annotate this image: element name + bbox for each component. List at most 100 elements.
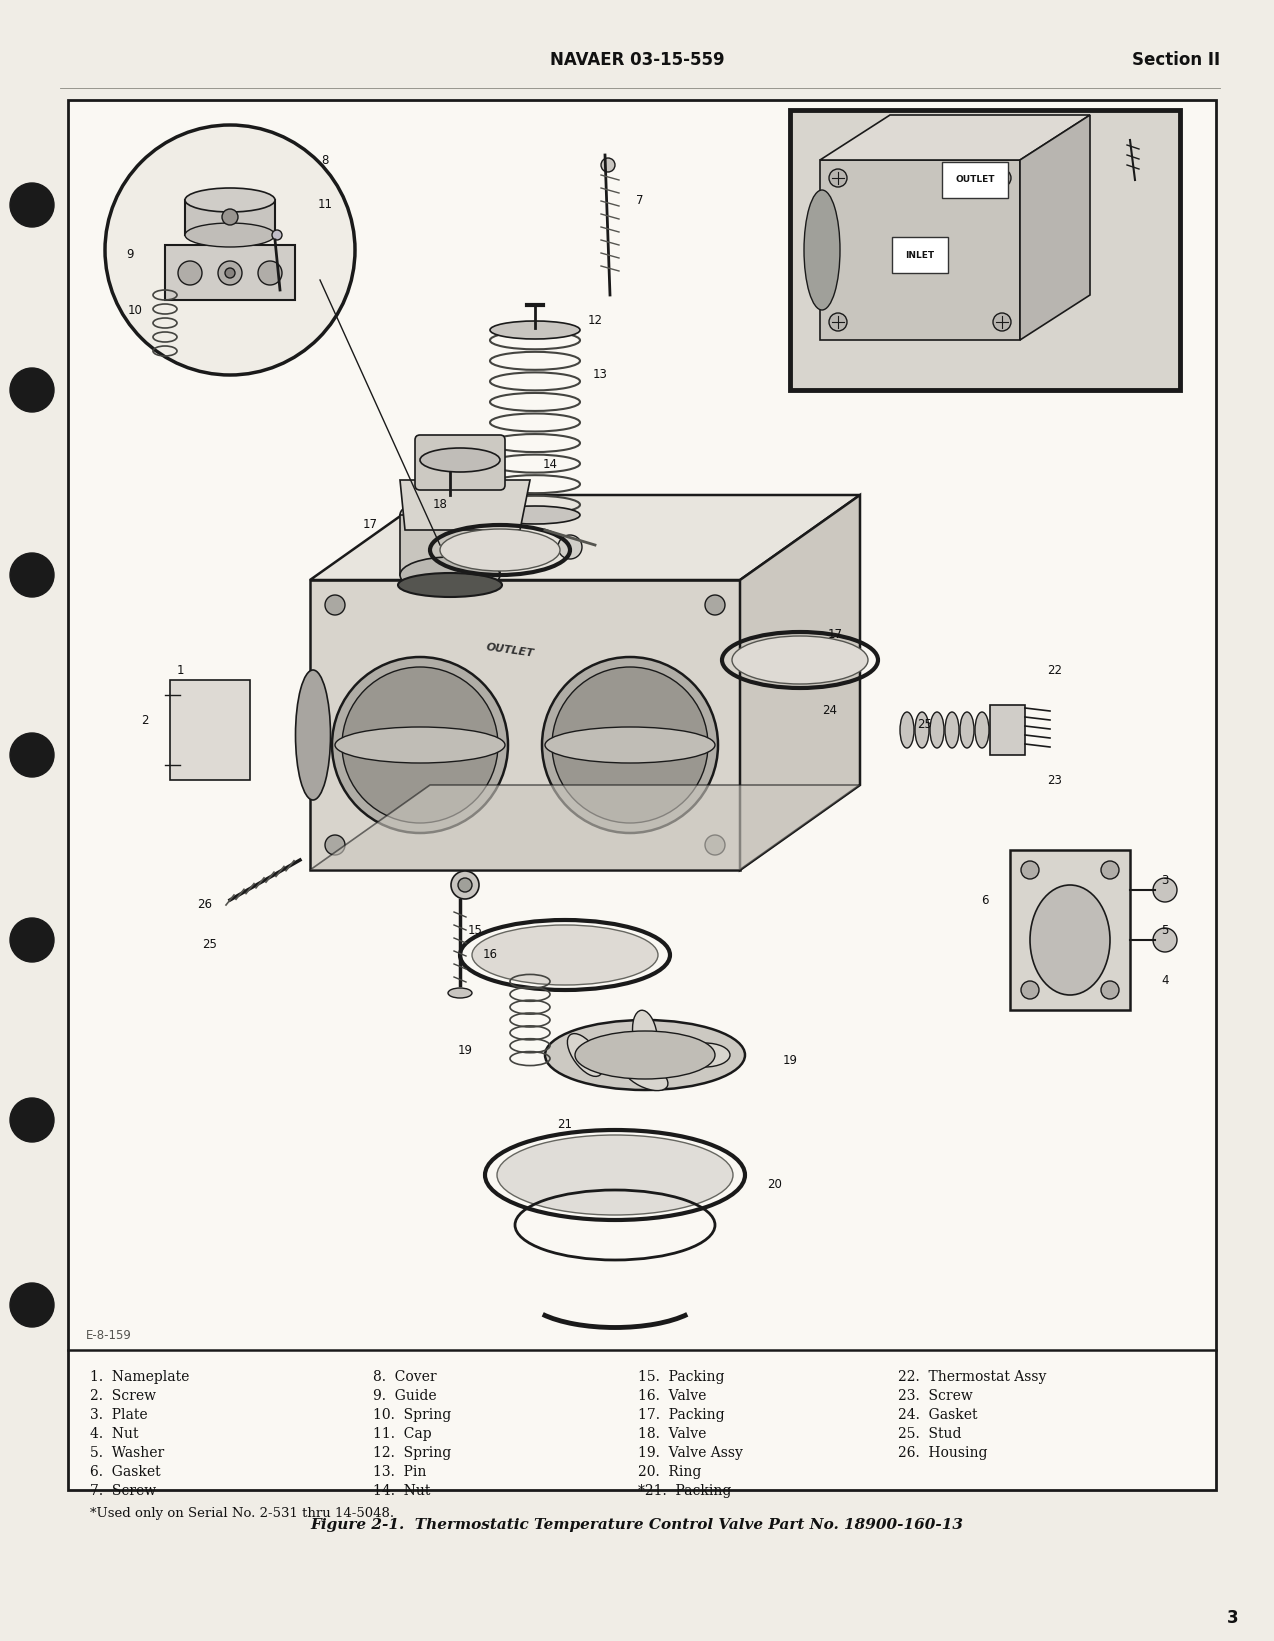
Text: 5.  Washer: 5. Washer — [90, 1446, 164, 1460]
Circle shape — [333, 656, 508, 834]
Ellipse shape — [497, 1136, 733, 1214]
Circle shape — [222, 208, 238, 225]
Text: 8: 8 — [321, 154, 329, 166]
Circle shape — [552, 666, 708, 824]
Ellipse shape — [804, 190, 840, 310]
Text: 24.  Gasket: 24. Gasket — [898, 1408, 977, 1423]
Ellipse shape — [1029, 884, 1110, 994]
Text: 5: 5 — [1162, 924, 1168, 937]
Text: 19: 19 — [782, 1054, 798, 1067]
Text: 17.  Packing: 17. Packing — [638, 1408, 725, 1423]
Text: 4: 4 — [1161, 973, 1168, 986]
Circle shape — [445, 491, 456, 504]
Ellipse shape — [185, 189, 275, 212]
Bar — [185, 200, 275, 235]
Ellipse shape — [335, 727, 505, 763]
Ellipse shape — [930, 712, 944, 748]
Circle shape — [1101, 862, 1119, 880]
Ellipse shape — [545, 1021, 745, 1090]
Circle shape — [1020, 981, 1040, 999]
Text: 12: 12 — [587, 313, 603, 327]
Text: *Used only on Serial No. 2-531 thru 14-5048.: *Used only on Serial No. 2-531 thru 14-5… — [90, 1506, 394, 1520]
Ellipse shape — [915, 712, 929, 748]
Text: 14: 14 — [543, 458, 558, 471]
Circle shape — [457, 878, 471, 893]
Bar — [400, 515, 499, 574]
Ellipse shape — [448, 988, 471, 998]
Text: 3: 3 — [1227, 1608, 1238, 1626]
Ellipse shape — [471, 926, 657, 985]
Polygon shape — [740, 496, 860, 870]
Text: 3.  Plate: 3. Plate — [90, 1408, 148, 1423]
Circle shape — [104, 125, 355, 376]
Circle shape — [10, 734, 54, 776]
Circle shape — [451, 871, 479, 899]
Text: 16.  Valve: 16. Valve — [638, 1388, 706, 1403]
Text: 17: 17 — [828, 629, 842, 642]
Text: 1.  Nameplate: 1. Nameplate — [90, 1370, 190, 1383]
Polygon shape — [400, 481, 530, 530]
Circle shape — [341, 666, 498, 824]
Text: 7: 7 — [636, 194, 643, 207]
Text: 20.  Ring: 20. Ring — [638, 1465, 702, 1479]
Text: 8.  Cover: 8. Cover — [373, 1370, 437, 1383]
Circle shape — [10, 1283, 54, 1328]
Circle shape — [541, 656, 719, 834]
Text: 19.  Valve Assy: 19. Valve Assy — [638, 1446, 743, 1460]
Text: 23.  Screw: 23. Screw — [898, 1388, 973, 1403]
Text: 22: 22 — [1047, 663, 1063, 676]
Text: 20: 20 — [767, 1178, 782, 1191]
Text: 1: 1 — [176, 663, 183, 676]
Circle shape — [225, 267, 234, 277]
Polygon shape — [1020, 115, 1091, 340]
Ellipse shape — [397, 573, 502, 597]
Polygon shape — [310, 579, 740, 870]
Ellipse shape — [945, 712, 959, 748]
Circle shape — [10, 1098, 54, 1142]
Bar — [68, 100, 1215, 1490]
Text: 13: 13 — [592, 369, 608, 381]
Text: 25: 25 — [917, 719, 933, 732]
Circle shape — [178, 261, 203, 286]
Circle shape — [10, 368, 54, 412]
Circle shape — [1020, 862, 1040, 880]
Polygon shape — [310, 784, 860, 870]
Text: 15.  Packing: 15. Packing — [638, 1370, 725, 1383]
Text: 18: 18 — [433, 499, 447, 512]
Bar — [169, 679, 250, 779]
Ellipse shape — [622, 1060, 668, 1091]
Circle shape — [259, 261, 282, 286]
Text: 23: 23 — [1047, 773, 1063, 786]
Circle shape — [10, 184, 54, 226]
Text: 15: 15 — [468, 924, 483, 937]
Text: 22.  Thermostat Assy: 22. Thermostat Assy — [898, 1370, 1046, 1383]
Circle shape — [325, 596, 345, 615]
Text: 3: 3 — [1162, 873, 1168, 886]
Ellipse shape — [296, 670, 330, 801]
Text: 7.  Screw: 7. Screw — [90, 1483, 157, 1498]
Circle shape — [829, 169, 847, 187]
Circle shape — [558, 535, 582, 560]
Ellipse shape — [899, 712, 913, 748]
Text: Section II: Section II — [1131, 51, 1220, 69]
Circle shape — [992, 169, 1012, 187]
Text: 11: 11 — [317, 199, 333, 212]
Bar — [990, 706, 1026, 755]
Text: 26: 26 — [197, 899, 213, 911]
Circle shape — [1153, 878, 1177, 903]
Ellipse shape — [400, 556, 499, 592]
Ellipse shape — [680, 1044, 730, 1067]
Text: 2.  Screw: 2. Screw — [90, 1388, 155, 1403]
Text: 6: 6 — [981, 893, 989, 906]
Text: 19: 19 — [457, 1044, 473, 1057]
Circle shape — [10, 553, 54, 597]
Circle shape — [705, 596, 725, 615]
Ellipse shape — [567, 1034, 603, 1076]
Text: 26.  Housing: 26. Housing — [898, 1446, 987, 1460]
Text: 25: 25 — [203, 939, 218, 952]
Polygon shape — [310, 496, 860, 579]
Text: 12.  Spring: 12. Spring — [373, 1446, 451, 1460]
Text: 17: 17 — [363, 519, 377, 532]
Text: 4.  Nut: 4. Nut — [90, 1428, 139, 1441]
Text: Figure 2-1.  Thermostatic Temperature Control Valve Part No. 18900-160-13: Figure 2-1. Thermostatic Temperature Con… — [311, 1518, 963, 1533]
